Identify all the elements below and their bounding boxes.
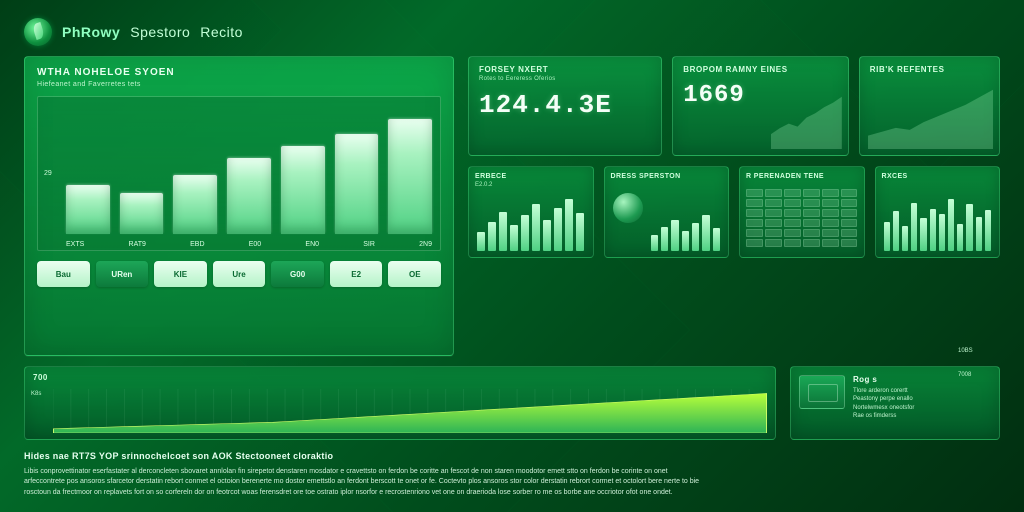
mini-grid	[746, 189, 858, 251]
stat-card-ribk: RIB'K Refentes	[859, 56, 1000, 156]
growth-xlabel: 2N9	[419, 241, 432, 248]
mini-card: RXCES	[875, 166, 1001, 258]
header: PhRowy Spestoro Recito	[24, 18, 1000, 46]
side-stat: 10BS	[958, 348, 973, 354]
stat-card-title: RIB'K Refentes	[870, 65, 989, 74]
info-card-title: Rog s	[853, 375, 914, 384]
side-stat-labels: 10BS 7008	[958, 348, 998, 378]
footer-text-block: Hides nae RT7S YOP srinnochelcoet son AO…	[24, 450, 1000, 498]
side-stat: 7008	[958, 372, 971, 378]
growth-xlabel: EN0	[305, 241, 319, 248]
card-thumb-icon	[799, 375, 845, 409]
filter-chip[interactable]: Ure	[213, 261, 266, 287]
sparkline	[868, 83, 993, 149]
stat-card-title: Bropom Ramny Eines	[683, 65, 838, 74]
growth-bar	[173, 175, 217, 234]
footer-body: Libis conprovettinator eserfastater al d…	[24, 467, 700, 499]
growth-xlabel: SIR	[363, 241, 375, 248]
area-ylabel: K8s	[31, 391, 41, 397]
filter-chip[interactable]: URen	[96, 261, 149, 287]
growth-xlabel: E00	[249, 241, 261, 248]
mini-bars	[477, 199, 585, 251]
mini-card-title: ERBECE	[475, 173, 587, 180]
stat-card-title: FORSEY NXERT	[479, 65, 651, 74]
growth-bar	[281, 146, 325, 234]
stat-card-forsey: FORSEY NXERT Rotes to Eereress Oferios 1…	[468, 56, 662, 156]
growth-bar-panel: WTHA NOHELOE SYOEN Hiefeanet and Faverre…	[24, 56, 454, 356]
mini-card: DRESS SPERSTON	[604, 166, 730, 258]
chip-row: BauURenKIEUreG00E2OE	[37, 261, 441, 287]
footer-title: Hides nae RT7S YOP srinnochelcoet son AO…	[24, 450, 700, 464]
stat-card-bropom: Bropom Ramny Eines 1669	[672, 56, 849, 156]
info-card-lines: Tlore arderon corerttPeastony perpe enal…	[853, 387, 914, 421]
mini-bars	[884, 199, 992, 251]
mini-card-title: RXCES	[882, 173, 994, 180]
trend-area-chart: 700 K8s	[24, 366, 776, 440]
growth-panel-title: WTHA NOHELOE SYOEN	[37, 67, 441, 78]
mini-card: R PERENADEN TENE	[739, 166, 865, 258]
growth-xlabel: RAT9	[129, 241, 146, 248]
growth-bar	[227, 158, 271, 234]
filter-chip[interactable]: Bau	[37, 261, 90, 287]
sparkline	[771, 91, 842, 149]
filter-chip[interactable]: E2	[330, 261, 383, 287]
brand-word-3: Recito	[200, 24, 243, 40]
growth-bar	[120, 193, 164, 234]
growth-bar	[335, 134, 379, 234]
filter-chip[interactable]: G00	[271, 261, 324, 287]
mini-card-title: DRESS SPERSTON	[611, 173, 723, 180]
brand-word-2: Spestoro	[130, 24, 190, 40]
growth-xlabel: EBD	[190, 241, 204, 248]
growth-bar-chart: 29 EXTS RAT9 EBD E00 EN0 SIR 2N9	[37, 96, 441, 251]
globe-icon	[613, 193, 643, 223]
growth-bar	[66, 185, 110, 234]
mini-card-title: R PERENADEN TENE	[746, 173, 858, 180]
filter-chip[interactable]: KIE	[154, 261, 207, 287]
growth-bar	[388, 119, 432, 234]
growth-xlabel: EXTS	[66, 241, 84, 248]
filter-chip[interactable]: OE	[388, 261, 441, 287]
growth-ytick: 29	[44, 170, 52, 177]
growth-panel-subtitle: Hiefeanet and Faverretes tets	[37, 81, 441, 88]
leaf-logo-icon	[24, 18, 52, 46]
stat-card-value: 124.4.3E	[479, 90, 651, 120]
stat-card-subtitle: Rotes to Eereress Oferios	[479, 76, 651, 82]
area-chart-label: 700	[33, 373, 767, 382]
mini-card: ERBECEE2.0.2	[468, 166, 594, 258]
brand-word-1: PhRowy	[62, 24, 120, 40]
